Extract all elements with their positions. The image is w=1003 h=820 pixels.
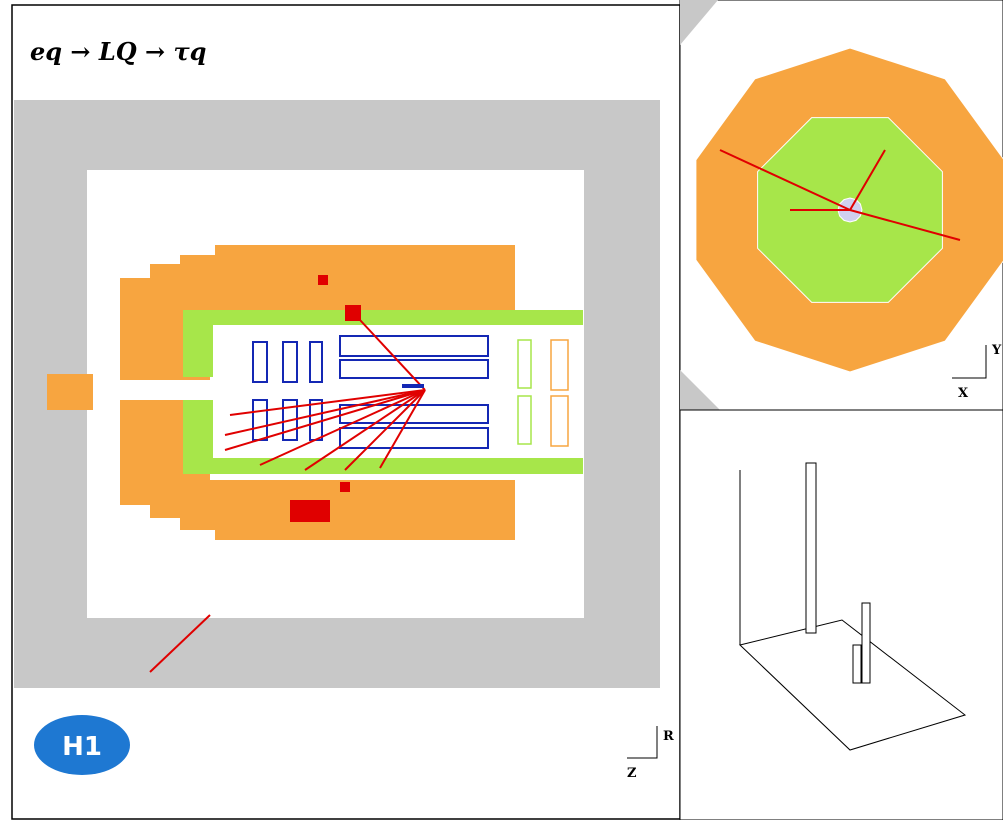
end-y-axis: Y [991,343,1002,358]
end-x-axis: X [958,386,969,401]
track [719,149,851,211]
forward-green [517,339,532,445]
side-y-axis: R [663,729,674,744]
logo-mark [34,715,130,775]
tracks [149,319,426,673]
calorimeter [47,245,515,540]
side-x-axis: Z [627,766,637,781]
end-calorimeter [695,47,1003,373]
trackers [252,335,489,449]
forward-orange [550,339,569,447]
deposits [290,275,424,522]
corner [680,370,720,410]
end-axis-arrows [952,345,987,379]
track [849,209,961,241]
lego-plot [738,462,967,751]
track [849,149,886,211]
logo: H1 [62,732,102,762]
side-axis-arrows [627,726,658,759]
title: eq → LQ → τq [30,37,206,66]
corner [680,0,718,45]
inner-calorimeter [183,310,583,474]
lego-frame [679,409,1003,820]
